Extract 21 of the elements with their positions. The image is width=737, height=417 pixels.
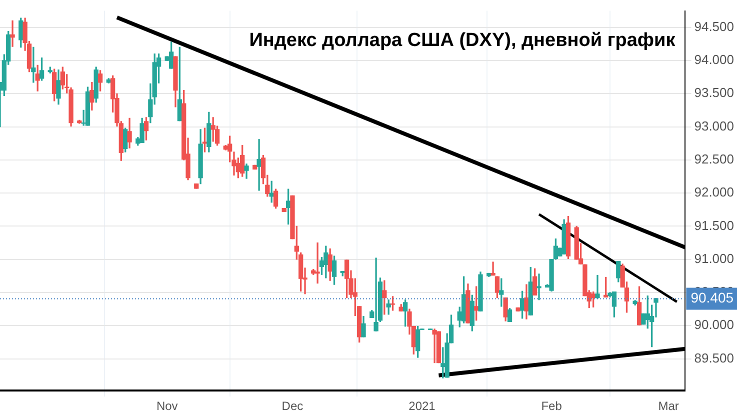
y-tick-label: 91.000 [694,250,734,266]
y-tick-label: 92.500 [694,152,734,167]
text: Индекс доллара США (DXY), дневной график [249,30,676,52]
y-tick-label: 92.000 [694,184,734,200]
candlestick [194,183,199,189]
candlestick [516,307,520,312]
y-tick-label: 94.000 [694,52,734,68]
x-tick-label: 2021 [408,399,436,414]
x-tick-label: Dec [282,399,304,414]
y-tick-label: 93.500 [694,85,734,100]
y-tick-label: 91.500 [694,218,734,233]
x-tick-label: Nov [156,399,178,414]
y-tick-label: 94.500 [694,18,734,34]
y-tick-label: 90.000 [694,317,734,332]
x-tick-label: Feb [541,399,562,414]
ref-line-label: 90.405 [690,290,734,306]
y-tick-label: 89.500 [694,350,734,366]
y-tick-label: 93.000 [694,118,734,134]
candlestick [282,208,286,212]
candlestick [436,331,442,364]
x-tick-label: Mar [658,399,679,414]
